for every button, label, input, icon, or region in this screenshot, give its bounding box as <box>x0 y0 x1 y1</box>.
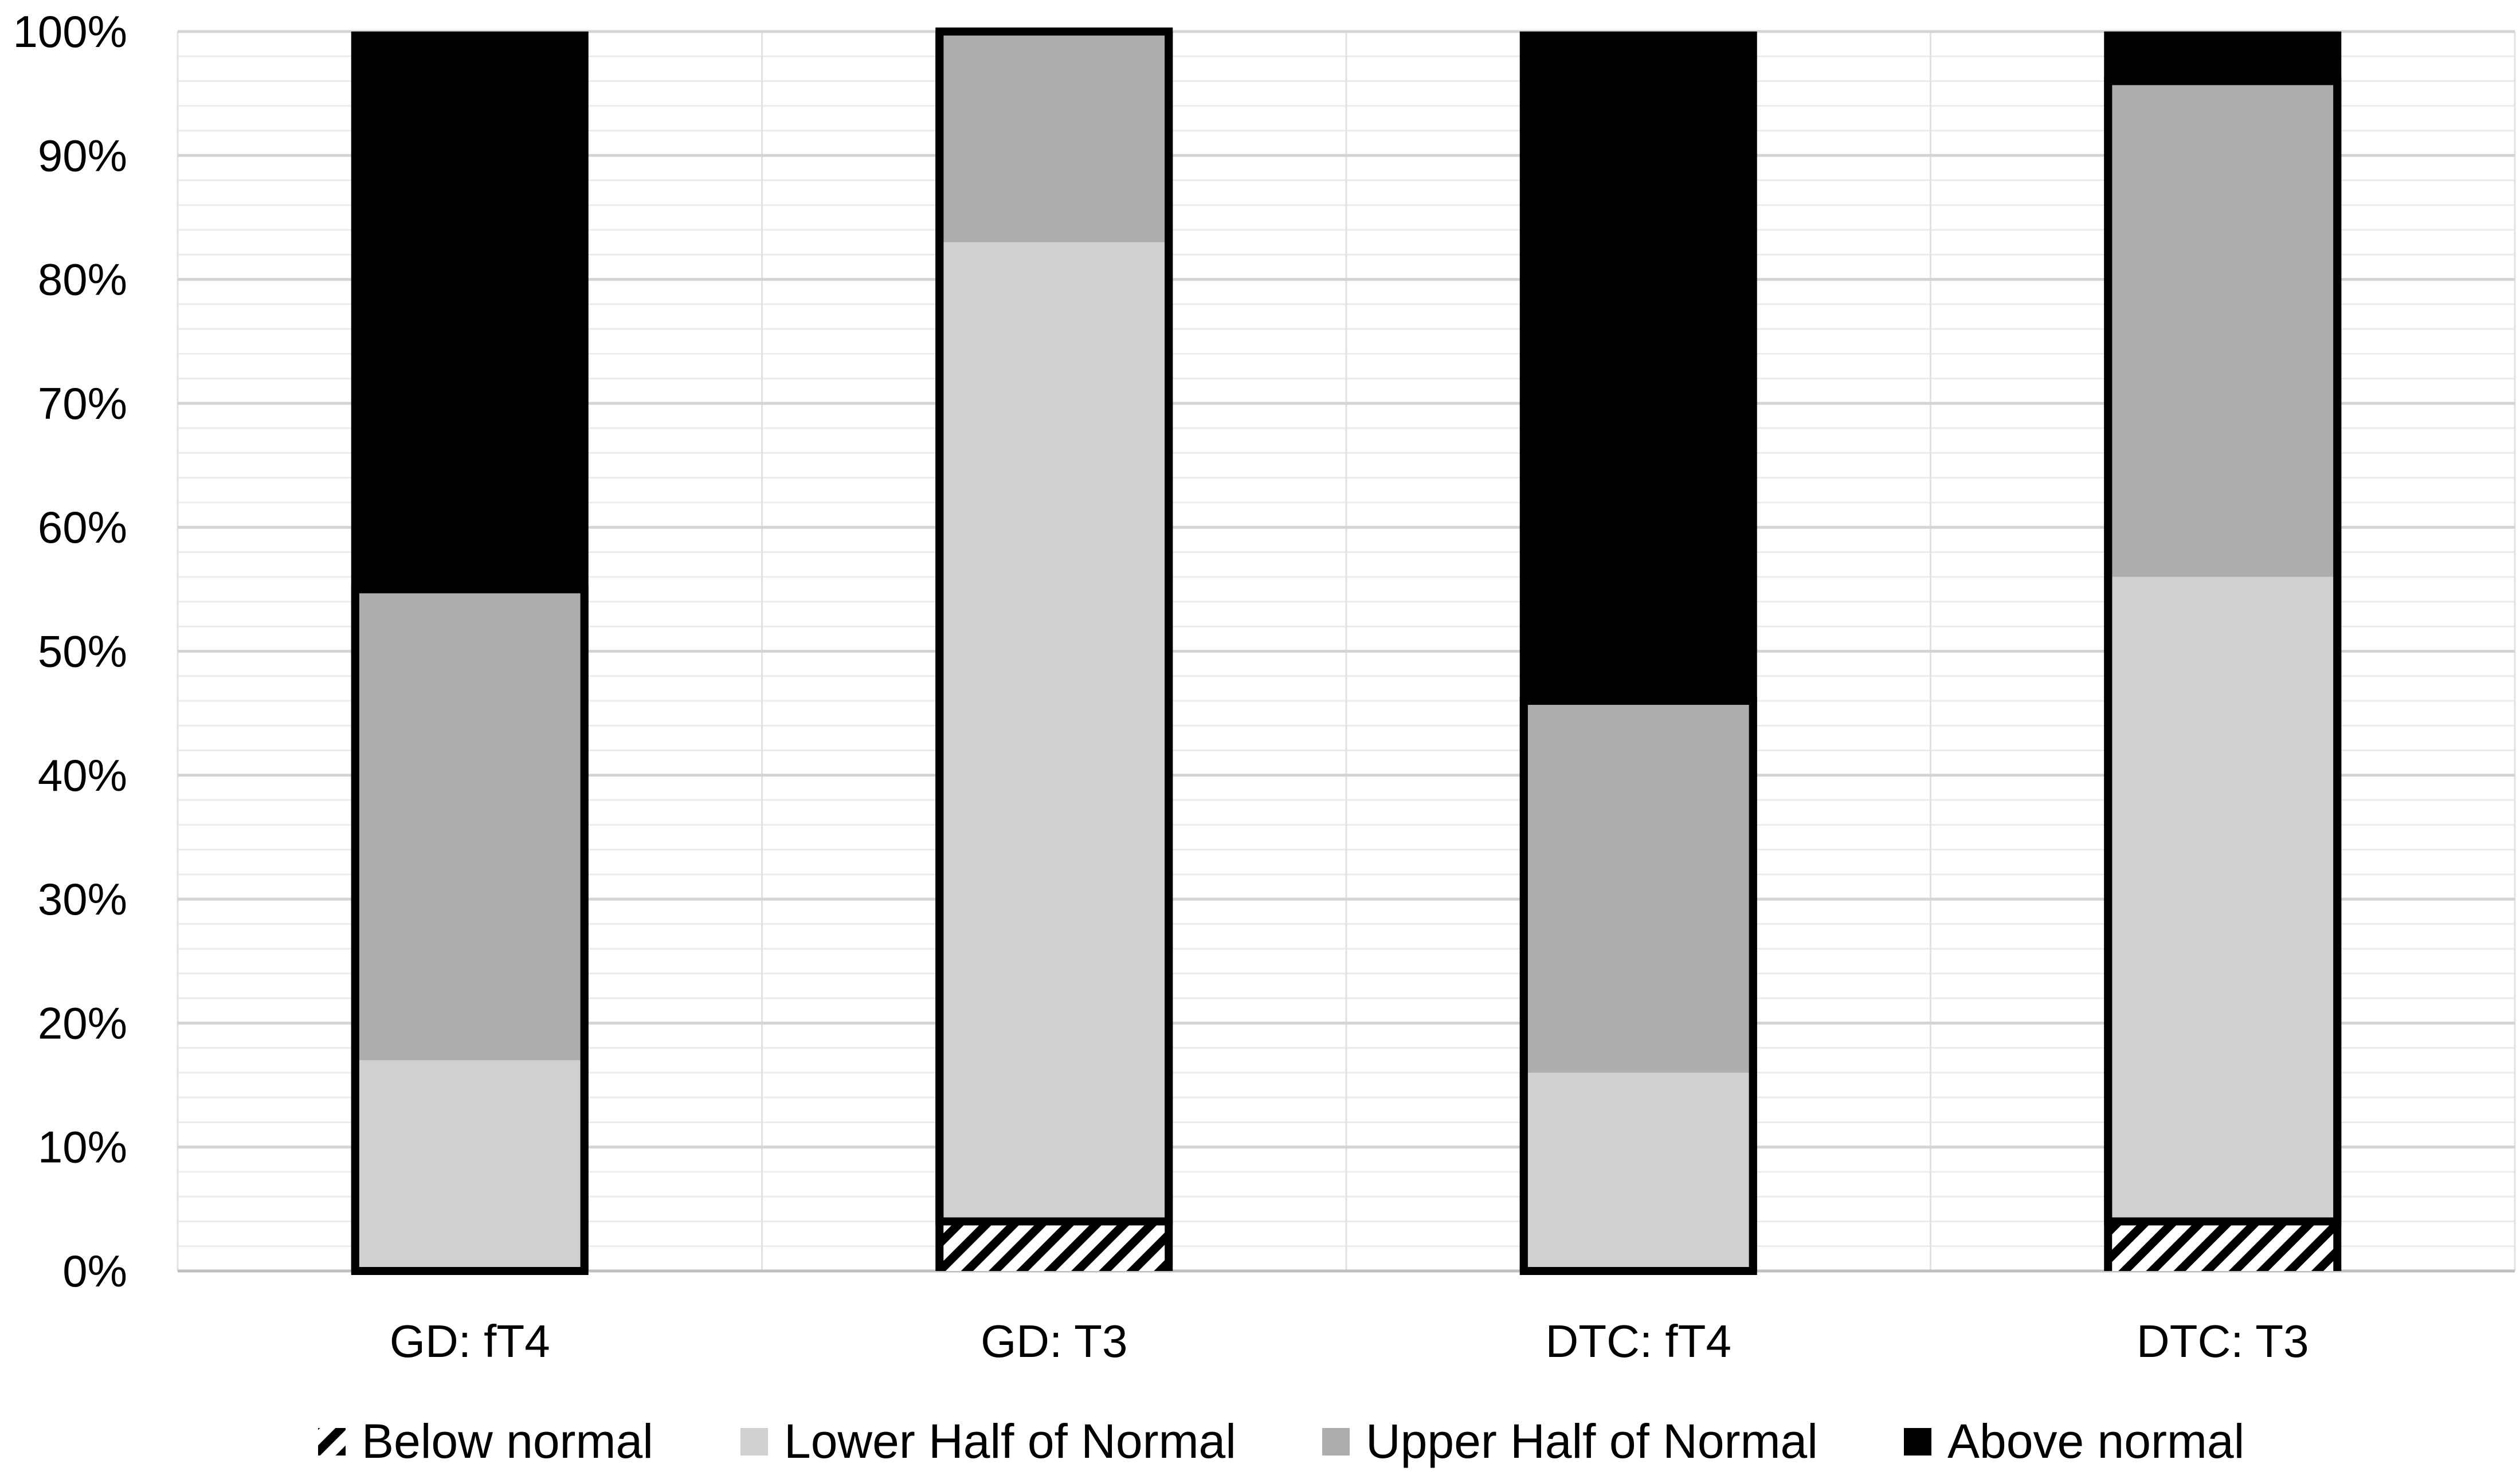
bar-stack <box>1519 32 1757 1275</box>
bar-stack <box>2104 32 2342 1271</box>
y-tick-label: 80% <box>38 254 127 305</box>
legend-label: Below normal <box>362 1414 653 1468</box>
y-tick-label: 60% <box>38 502 127 552</box>
legend-label: Above normal <box>1947 1414 2244 1468</box>
bar-segment <box>2108 32 2338 81</box>
bar-outline <box>351 585 589 1275</box>
legend-item: Upper Half of Normal <box>1322 1414 1818 1468</box>
x-category-label: GD: fT4 <box>390 1316 550 1367</box>
bar-outline <box>2104 77 2342 1226</box>
bar-segment <box>2108 1221 2338 1271</box>
bar-segment <box>1523 701 1753 1073</box>
legend-item: Lower Half of Normal <box>740 1414 1236 1468</box>
bar-segment <box>2108 81 2338 577</box>
y-tick-label: 90% <box>38 130 127 181</box>
legend: Below normal Lower Half of Normal Upper Ha… <box>318 1414 2244 1468</box>
x-category-label: DTC: fT4 <box>1546 1316 1731 1367</box>
legend-item: Below normal <box>318 1414 653 1468</box>
bar-stack <box>351 32 589 1275</box>
x-axis: GD: fT4 GD: T3 DTC: fT4 DTC: T3 <box>390 1316 2309 1367</box>
bar-segment <box>355 589 585 1061</box>
bar-segment <box>1523 32 1753 701</box>
bar-outline <box>1519 697 1757 1275</box>
x-category-label: GD: T3 <box>981 1316 1127 1367</box>
y-tick-label: 70% <box>38 378 127 429</box>
bar-segment <box>939 32 1169 242</box>
bar-segment <box>355 1060 585 1271</box>
legend-item: Above normal <box>1904 1414 2244 1468</box>
legend-label: Lower Half of Normal <box>784 1414 1236 1468</box>
legend-label: Upper Half of Normal <box>1366 1414 1818 1468</box>
bar-segment <box>355 32 585 590</box>
bar-segment <box>939 242 1169 1222</box>
y-tick-label: 0% <box>62 1246 127 1296</box>
legend-swatch <box>318 1428 346 1456</box>
y-tick-label: 100% <box>13 6 128 57</box>
y-tick-label: 30% <box>38 874 127 924</box>
legend-swatch <box>1322 1428 1350 1456</box>
bar-outline <box>935 28 1173 1226</box>
legend-swatch <box>740 1428 768 1456</box>
bar-segment <box>1523 1072 1753 1271</box>
x-category-label: DTC: T3 <box>2137 1316 2309 1367</box>
bars <box>351 28 2342 1275</box>
bar-segment <box>2108 576 2338 1222</box>
y-tick-label: 40% <box>38 750 127 801</box>
bar-segment <box>939 1221 1169 1271</box>
y-tick-label: 10% <box>38 1122 127 1172</box>
y-tick-label: 50% <box>38 626 127 677</box>
y-tick-label: 20% <box>38 998 127 1048</box>
y-axis: 0% 10% 20% 30% 40% 50% 60% 70% 80% 90% 100% <box>13 6 128 1296</box>
bar-stack <box>935 28 1173 1271</box>
legend-swatch <box>1904 1428 1931 1456</box>
